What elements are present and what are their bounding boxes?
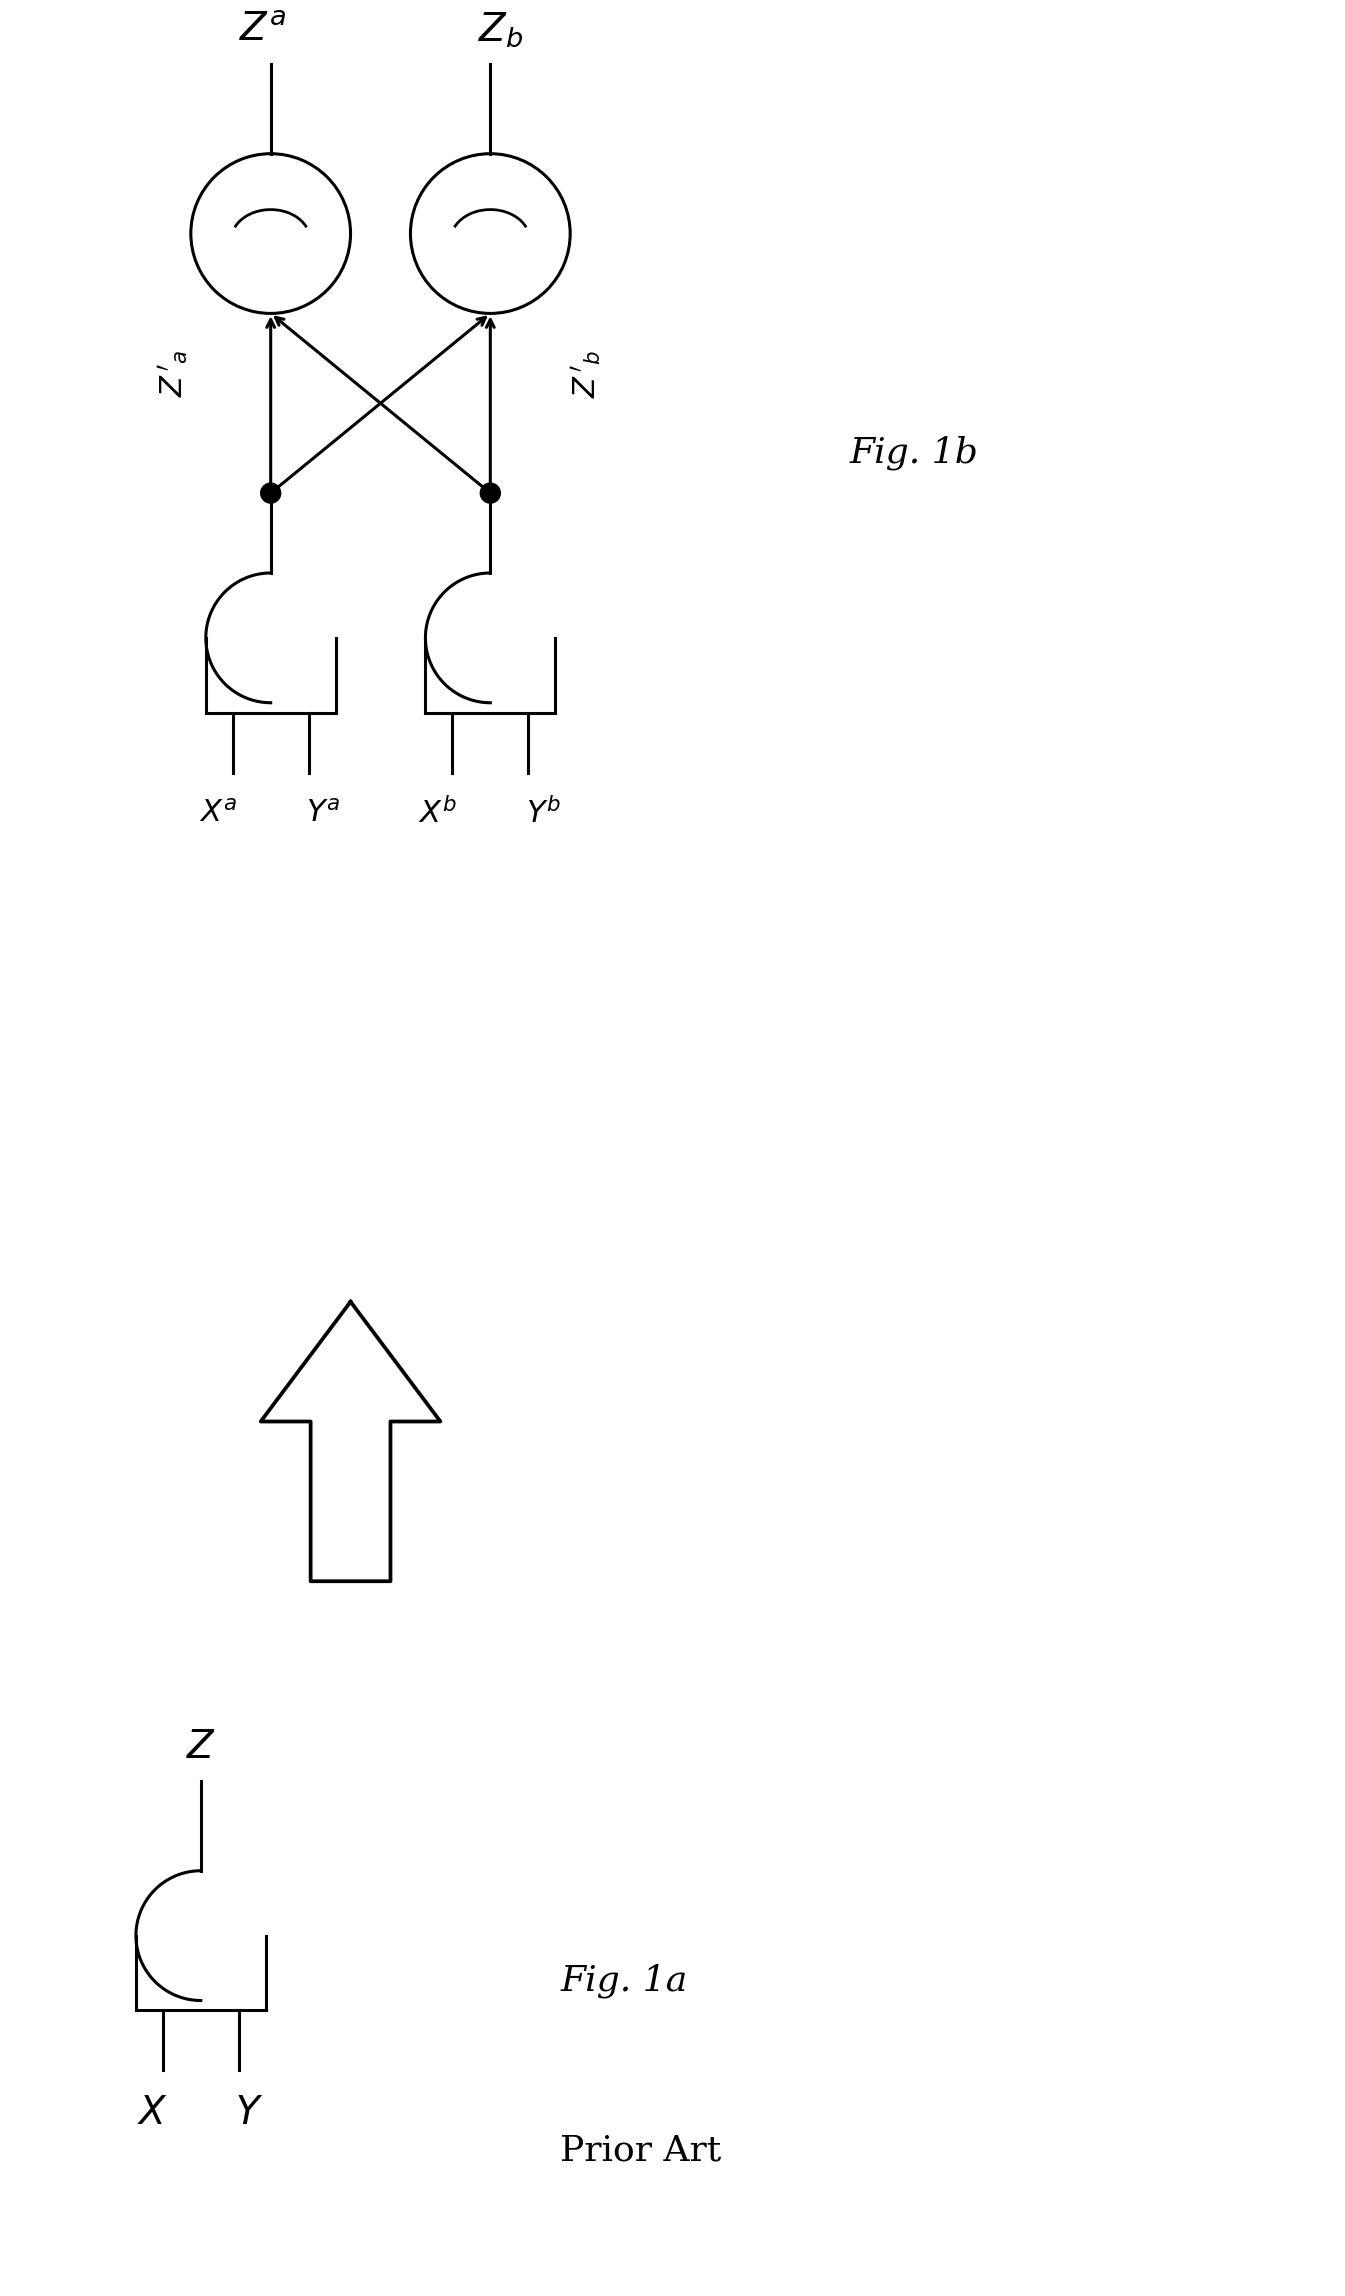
Text: $X^{b}$: $X^{b}$ — [418, 797, 457, 829]
Text: Prior Art: Prior Art — [561, 2133, 721, 2167]
Polygon shape — [261, 1302, 440, 1582]
Text: $Y$: $Y$ — [234, 2096, 262, 2133]
Text: $Z\,{'}_{b}$: $Z\,{'}_{b}$ — [570, 349, 604, 397]
Text: $Z$: $Z$ — [186, 1729, 217, 1766]
Text: $Y^{a}$: $Y^{a}$ — [307, 797, 340, 829]
Text: $Z_{b}$: $Z_{b}$ — [477, 9, 523, 48]
Text: Fig. 1a: Fig. 1a — [561, 1963, 687, 1998]
Text: $X^{a}$: $X^{a}$ — [199, 797, 237, 829]
Circle shape — [261, 482, 281, 503]
Text: $Z^{a}$: $Z^{a}$ — [239, 11, 286, 48]
Circle shape — [480, 482, 500, 503]
Text: $Y^{b}$: $Y^{b}$ — [526, 797, 561, 829]
Text: $X$: $X$ — [137, 2096, 168, 2133]
Text: Fig. 1b: Fig. 1b — [850, 436, 979, 471]
Text: $Z\,{'}_{a}$: $Z\,{'}_{a}$ — [157, 349, 191, 397]
